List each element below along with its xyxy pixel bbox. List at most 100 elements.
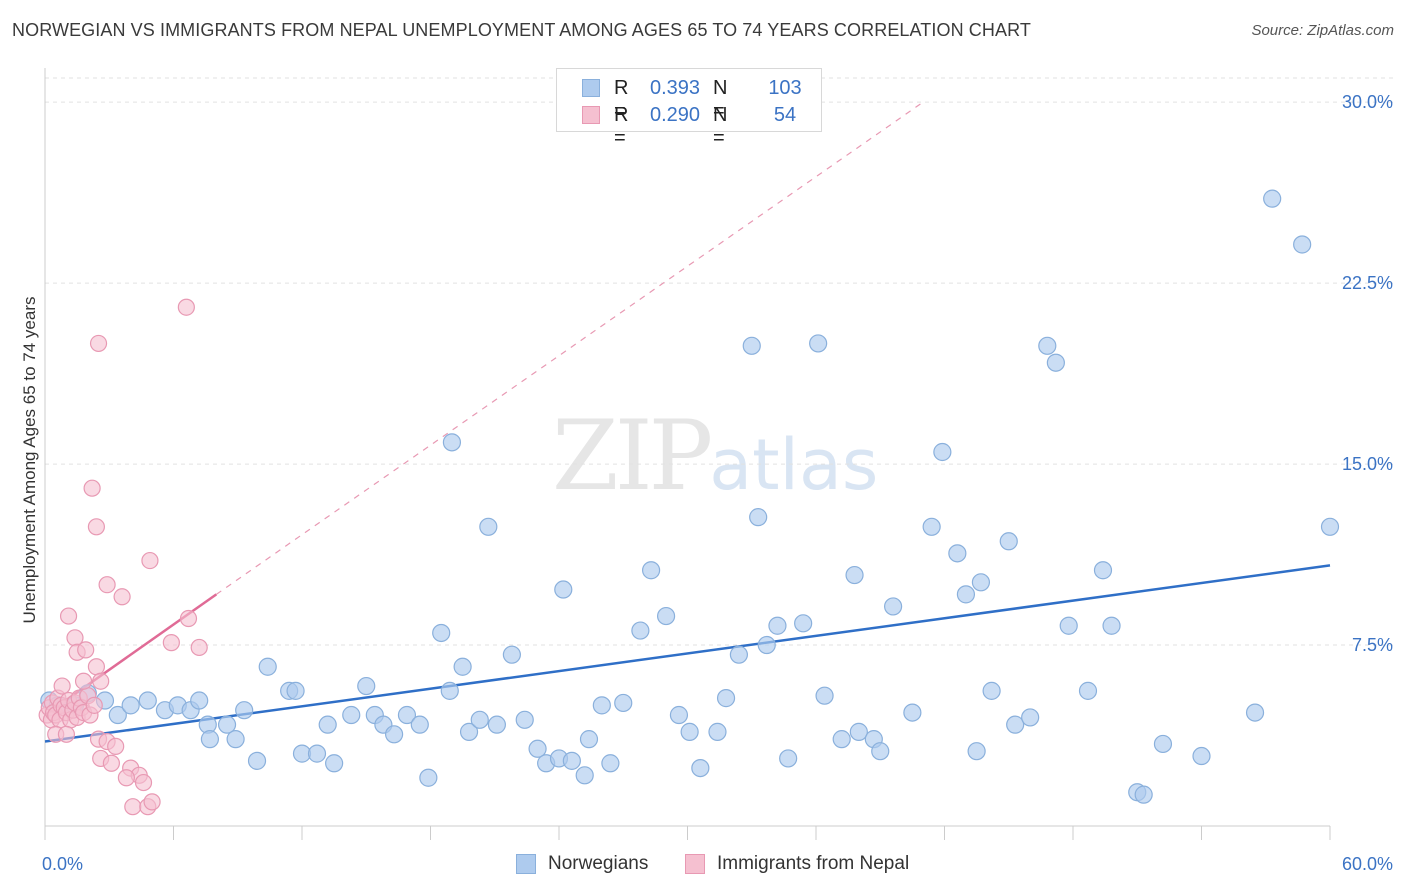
nepal-point (143, 793, 161, 811)
norwegians-point (601, 754, 620, 773)
norwegians-point (226, 730, 245, 749)
norwegians-point (1078, 681, 1098, 700)
norwegians-point (470, 710, 489, 729)
norwegians-point (200, 730, 220, 749)
nepal-point (87, 518, 106, 536)
nepal-point (83, 479, 101, 497)
nepal-point (74, 672, 93, 690)
nepal-point (98, 576, 116, 594)
norwegians-point (502, 645, 521, 664)
norwegians-point (1046, 353, 1065, 372)
nepal-point (162, 634, 180, 652)
norwegians-point (1038, 336, 1057, 355)
norwegians-point (708, 722, 727, 741)
norwegians-point (1102, 616, 1121, 635)
nepal-point (134, 773, 153, 792)
norwegians-point (691, 758, 710, 778)
norwegians-point (397, 705, 417, 725)
norwegians-point (883, 597, 903, 616)
nepal-point (77, 641, 95, 659)
norwegians-point (318, 715, 337, 734)
norwegians-point (1320, 517, 1340, 536)
norwegians-point (1263, 189, 1282, 208)
norwegians-point (1006, 715, 1025, 734)
norwegians-point (967, 742, 986, 761)
norwegians-point (1021, 708, 1040, 727)
norwegians-trendline (44, 564, 1331, 743)
norwegians-point (108, 705, 127, 725)
norwegians-point (903, 703, 922, 722)
norwegians-point (794, 614, 813, 633)
norwegians-point (948, 544, 967, 563)
norwegians-point (641, 561, 661, 580)
norwegians-point (680, 722, 699, 741)
nepal-point (59, 607, 78, 625)
trend-layer (44, 101, 1331, 743)
legend-label: Immigrants from Nepal (717, 853, 910, 874)
pink-swatch-icon (582, 106, 600, 124)
y-tick-label: 7.5% (1352, 635, 1393, 655)
norwegians-point (669, 705, 689, 725)
norwegians-point (871, 742, 890, 761)
r-value: 0.290 (650, 104, 701, 126)
norwegians-point (1153, 734, 1173, 754)
norwegians-point (325, 754, 344, 773)
nepal-point (89, 334, 108, 353)
blue-swatch-icon (516, 854, 536, 874)
norwegians-point (258, 657, 277, 676)
norwegians-point (247, 751, 267, 770)
source-label: Source: ZipAtlas.com (1251, 22, 1394, 39)
norwegians-point (742, 336, 761, 355)
norwegians-point (757, 635, 776, 655)
norwegians-point (307, 744, 327, 763)
norwegians-point (575, 766, 594, 785)
pink-swatch-icon (685, 854, 705, 874)
norwegians-point (956, 585, 976, 604)
nepal-point (57, 725, 76, 743)
chart-title: NORWEGIAN VS IMMIGRANTS FROM NEPAL UNEMP… (12, 20, 1031, 40)
nepal-point (190, 638, 208, 657)
y-tick-label: 15.0% (1342, 454, 1393, 474)
norwegians-point (1245, 703, 1265, 722)
n-value: 54 (773, 104, 797, 126)
norwegians-point (217, 715, 237, 734)
norwegians-point (749, 508, 768, 527)
nepal-point (177, 298, 195, 316)
norwegians-point (487, 715, 506, 734)
n-label: N = (713, 77, 728, 122)
points-layer (38, 189, 1340, 816)
watermark-zip: ZIP (552, 400, 713, 512)
blue-swatch-icon (582, 79, 600, 97)
y-tick-label: 22.5% (1342, 273, 1393, 293)
norwegians-point (442, 433, 462, 452)
watermark-atlas: atlas (709, 424, 879, 506)
norwegians-point (656, 606, 676, 626)
stats-box: R = 0.393 N = 103 R = 0.290 N = 54 (556, 68, 822, 149)
norwegians-point (1134, 785, 1153, 804)
norwegians-point (631, 621, 650, 640)
r-label: R = (614, 77, 629, 122)
norwegians-point (716, 689, 736, 708)
x-tick-label: 0.0% (42, 854, 83, 874)
norwegians-point (999, 532, 1018, 551)
norwegians-point (1192, 746, 1211, 766)
norwegians-point (384, 725, 404, 744)
norwegians-point (554, 580, 573, 599)
norwegians-point (410, 715, 429, 734)
nepal-point (124, 798, 142, 816)
n-label: N = (713, 104, 728, 149)
y-axis-label: Unemployment Among Ages 65 to 74 years (20, 296, 39, 624)
norwegians-point (815, 686, 834, 705)
legend-label: Norwegians (548, 853, 649, 874)
n-value: 103 (768, 77, 802, 99)
norwegians-point (933, 442, 952, 462)
norwegians-point (1293, 235, 1312, 254)
norwegians-point (562, 751, 581, 770)
norwegians-point (832, 730, 851, 749)
norwegians-point (592, 696, 611, 715)
norwegians-point (971, 573, 991, 592)
norwegians-point (121, 696, 140, 715)
tick-label-layer: 7.5% 15.0% 22.5% 30.0% 0.0% 60.0% (42, 92, 1393, 874)
norwegians-point (440, 681, 459, 700)
